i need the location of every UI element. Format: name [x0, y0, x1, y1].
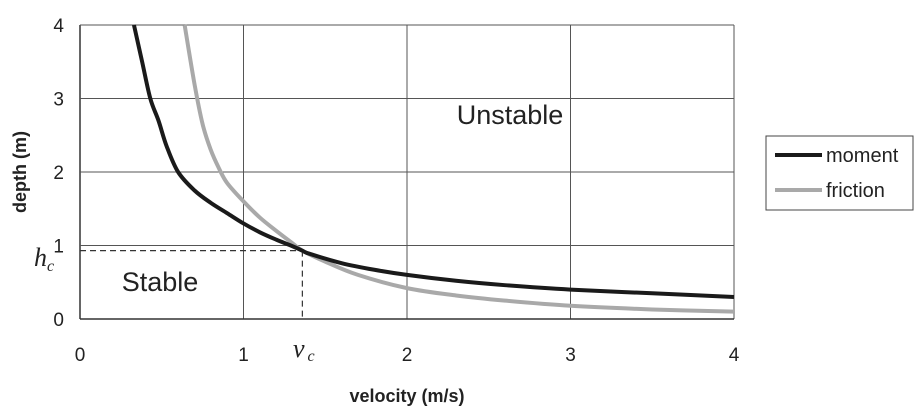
series-line-moment — [132, 24, 735, 299]
region-label-unstable: Unstable — [457, 100, 564, 130]
series-lines — [132, 24, 735, 314]
tick-labels: 0 1 2 3 4 0 1 2 3 4 — [53, 16, 739, 366]
legend-label-moment: moment — [826, 145, 899, 167]
y-tick-label-2: 2 — [53, 163, 64, 184]
x-tick-label-1: 1 — [238, 345, 249, 366]
x-axis-title: velocity (m/s) — [349, 386, 464, 406]
legend-label-friction: friction — [826, 180, 885, 202]
x-tick-label-3: 3 — [565, 345, 576, 366]
grid — [79, 24, 735, 320]
y-tick-label-0: 0 — [53, 310, 64, 331]
critical-depth-symbol: h — [34, 243, 47, 272]
series-line-friction — [182, 24, 735, 314]
x-tick-label-0: 0 — [75, 345, 86, 366]
legend: moment friction — [765, 135, 914, 211]
y-tick-label-3: 3 — [53, 90, 64, 111]
critical-guides — [80, 250, 303, 319]
critical-depth-label: hc — [34, 243, 54, 275]
critical-velocity-subscript: c — [308, 348, 315, 365]
x-tick-label-2: 2 — [402, 345, 413, 366]
y-tick-label-1: 1 — [53, 237, 64, 258]
y-axis-title: depth (m) — [10, 131, 30, 213]
region-label-stable: Stable — [122, 267, 199, 297]
critical-velocity-symbol: v — [293, 334, 305, 363]
critical-depth-subscript: c — [47, 258, 54, 275]
y-tick-label-4: 4 — [53, 16, 64, 37]
x-tick-label-4: 4 — [729, 345, 740, 366]
legend-box — [765, 135, 914, 211]
